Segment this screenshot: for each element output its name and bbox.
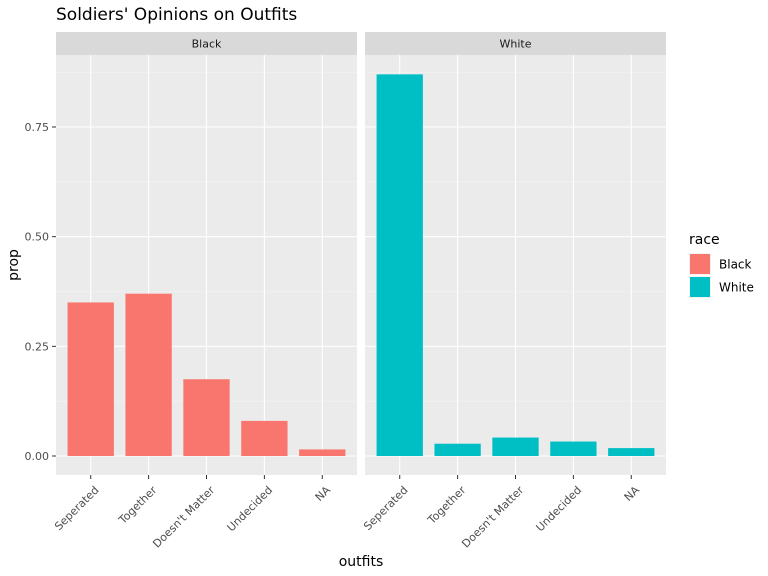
legend-title: race bbox=[689, 232, 720, 248]
y-tick-label: 0.75 bbox=[25, 121, 50, 134]
bar-black-3 bbox=[241, 420, 288, 456]
x-tick-label: Seperated bbox=[361, 484, 410, 533]
x-axis-title: outfits bbox=[339, 554, 384, 570]
x-tick-label: NA bbox=[313, 483, 334, 504]
x-tick-label: Together bbox=[425, 483, 469, 527]
x-tick-label: Doesn't Matter bbox=[150, 483, 217, 550]
facet-strip bbox=[56, 32, 357, 55]
facet-strip-label: Black bbox=[192, 38, 222, 51]
x-tick-label: Doesn't Matter bbox=[459, 483, 526, 550]
facet-strip bbox=[365, 32, 666, 55]
legend-key-black bbox=[690, 254, 710, 274]
legend-label: White bbox=[719, 281, 754, 295]
y-axis-title: prop bbox=[6, 249, 22, 281]
y-tick-label: 0.00 bbox=[25, 450, 50, 463]
x-tick-label: Seperated bbox=[52, 484, 101, 533]
bar-white-1 bbox=[434, 443, 481, 456]
legend: race Black White bbox=[689, 232, 754, 298]
bar-white-0 bbox=[376, 74, 423, 457]
y-tick-label: 0.25 bbox=[25, 340, 50, 353]
bar-white-4 bbox=[608, 448, 655, 456]
bar-white-2 bbox=[492, 437, 539, 456]
x-tick-label: Together bbox=[116, 483, 160, 527]
x-tick-label: Undecided bbox=[534, 484, 585, 535]
y-axis: 0.00 0.25 0.50 0.75 bbox=[25, 121, 56, 463]
bar-black-4 bbox=[299, 449, 346, 456]
x-tick-label: NA bbox=[622, 483, 643, 504]
y-tick-label: 0.50 bbox=[25, 231, 50, 244]
legend-key-white bbox=[690, 277, 710, 297]
x-tick-label: Undecided bbox=[225, 484, 276, 535]
bar-white-3 bbox=[550, 441, 597, 456]
legend-label: Black bbox=[719, 258, 752, 272]
facet-strip-label: White bbox=[500, 38, 532, 51]
bar-black-0 bbox=[67, 302, 114, 456]
chart-title: Soldiers' Opinions on Outfits bbox=[56, 5, 297, 25]
bar-black-2 bbox=[183, 379, 230, 456]
bar-black-1 bbox=[125, 293, 172, 456]
